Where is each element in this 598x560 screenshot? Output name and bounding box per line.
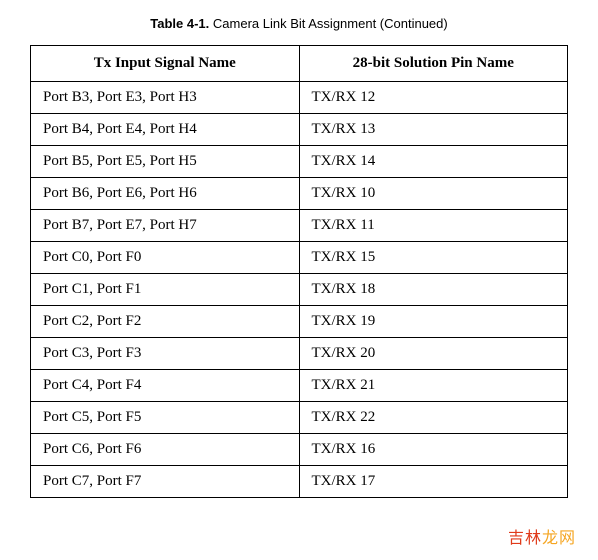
cell-pin-name: TX/RX 10: [299, 178, 568, 210]
table-header-row: Tx Input Signal Name 28-bit Solution Pin…: [31, 46, 568, 82]
cell-pin-name: TX/RX 18: [299, 274, 568, 306]
table-row: Port C5, Port F5 TX/RX 22: [31, 402, 568, 434]
cell-tx-input: Port C0, Port F0: [31, 242, 300, 274]
table-row: Port C3, Port F3 TX/RX 20: [31, 338, 568, 370]
col-header-pin-name: 28-bit Solution Pin Name: [299, 46, 568, 82]
cell-pin-name: TX/RX 17: [299, 466, 568, 498]
col-header-tx-input: Tx Input Signal Name: [31, 46, 300, 82]
table-row: Port B4, Port E4, Port H4 TX/RX 13: [31, 114, 568, 146]
cell-pin-name: TX/RX 14: [299, 146, 568, 178]
table-row: Port C1, Port F1 TX/RX 18: [31, 274, 568, 306]
cell-pin-name: TX/RX 16: [299, 434, 568, 466]
cell-pin-name: TX/RX 11: [299, 210, 568, 242]
watermark-part2: 龙网: [542, 530, 576, 547]
cell-pin-name: TX/RX 21: [299, 370, 568, 402]
cell-tx-input: Port C6, Port F6: [31, 434, 300, 466]
cell-tx-input: Port C5, Port F5: [31, 402, 300, 434]
cell-tx-input: Port B4, Port E4, Port H4: [31, 114, 300, 146]
table-row: Port C0, Port F0 TX/RX 15: [31, 242, 568, 274]
cell-tx-input: Port C4, Port F4: [31, 370, 300, 402]
cell-tx-input: Port B3, Port E3, Port H3: [31, 82, 300, 114]
table-row: Port C2, Port F2 TX/RX 19: [31, 306, 568, 338]
table-row: Port C4, Port F4 TX/RX 21: [31, 370, 568, 402]
cell-tx-input: Port C7, Port F7: [31, 466, 300, 498]
table-title: Camera Link Bit Assignment (Continued): [213, 16, 448, 31]
table-row: Port C7, Port F7 TX/RX 17: [31, 466, 568, 498]
table-number: Table 4-1.: [150, 16, 209, 31]
table-row: Port B7, Port E7, Port H7 TX/RX 11: [31, 210, 568, 242]
cell-pin-name: TX/RX 13: [299, 114, 568, 146]
cell-pin-name: TX/RX 12: [299, 82, 568, 114]
cell-pin-name: TX/RX 22: [299, 402, 568, 434]
cell-tx-input: Port B7, Port E7, Port H7: [31, 210, 300, 242]
bit-assignment-table: Tx Input Signal Name 28-bit Solution Pin…: [30, 45, 568, 498]
table-caption: Table 4-1. Camera Link Bit Assignment (C…: [30, 16, 568, 31]
cell-tx-input: Port B5, Port E5, Port H5: [31, 146, 300, 178]
cell-tx-input: Port C2, Port F2: [31, 306, 300, 338]
cell-tx-input: Port B6, Port E6, Port H6: [31, 178, 300, 210]
cell-pin-name: TX/RX 19: [299, 306, 568, 338]
watermark: 吉林龙网: [508, 524, 576, 548]
table-row: Port B3, Port E3, Port H3 TX/RX 12: [31, 82, 568, 114]
table-row: Port C6, Port F6 TX/RX 16: [31, 434, 568, 466]
cell-pin-name: TX/RX 15: [299, 242, 568, 274]
table-row: Port B6, Port E6, Port H6 TX/RX 10: [31, 178, 568, 210]
watermark-part1: 吉林: [508, 530, 542, 547]
cell-pin-name: TX/RX 20: [299, 338, 568, 370]
cell-tx-input: Port C1, Port F1: [31, 274, 300, 306]
cell-tx-input: Port C3, Port F3: [31, 338, 300, 370]
table-row: Port B5, Port E5, Port H5 TX/RX 14: [31, 146, 568, 178]
